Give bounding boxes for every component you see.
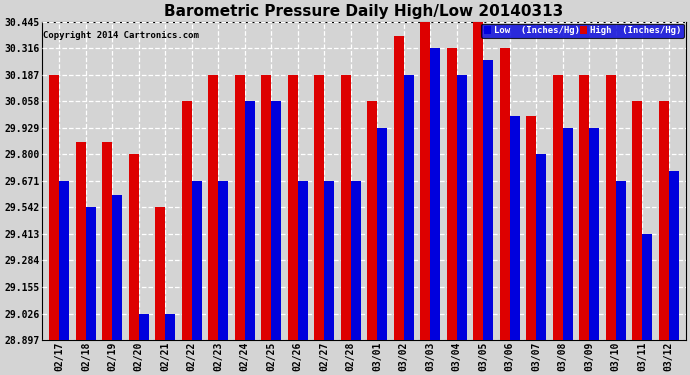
Bar — [155, 207, 166, 340]
Bar — [76, 142, 86, 340]
Bar — [341, 75, 351, 340]
Bar — [218, 181, 228, 340]
Bar — [208, 75, 218, 340]
Bar — [86, 207, 96, 340]
Bar — [553, 75, 562, 340]
Bar — [431, 48, 440, 340]
Bar — [606, 75, 615, 340]
Bar — [500, 48, 510, 340]
Bar — [615, 181, 626, 340]
Bar — [324, 181, 335, 340]
Bar — [632, 101, 642, 340]
Text: Copyright 2014 Cartronics.com: Copyright 2014 Cartronics.com — [43, 31, 199, 40]
Bar — [473, 22, 483, 340]
Legend: Low  (Inches/Hg), High  (Inches/Hg): Low (Inches/Hg), High (Inches/Hg) — [482, 24, 684, 38]
Bar — [377, 128, 387, 340]
Bar — [446, 48, 457, 340]
Bar — [562, 128, 573, 340]
Bar — [245, 101, 255, 340]
Bar — [658, 101, 669, 340]
Bar — [420, 22, 431, 340]
Bar — [235, 75, 245, 340]
Bar — [457, 75, 466, 340]
Bar — [314, 75, 324, 340]
Bar — [102, 142, 112, 340]
Bar — [59, 181, 70, 340]
Bar — [50, 75, 59, 340]
Bar — [166, 314, 175, 340]
Bar — [483, 60, 493, 340]
Bar — [526, 116, 536, 340]
Bar — [288, 75, 298, 340]
Bar — [192, 181, 202, 340]
Bar — [669, 171, 679, 340]
Bar — [642, 234, 652, 340]
Bar — [579, 75, 589, 340]
Bar — [367, 101, 377, 340]
Bar — [129, 154, 139, 340]
Title: Barometric Pressure Daily High/Low 20140313: Barometric Pressure Daily High/Low 20140… — [164, 4, 564, 19]
Bar — [404, 75, 414, 340]
Bar — [510, 116, 520, 340]
Bar — [589, 128, 599, 340]
Bar — [181, 101, 192, 340]
Bar — [298, 181, 308, 340]
Bar — [112, 195, 122, 340]
Bar — [271, 101, 282, 340]
Bar — [536, 154, 546, 340]
Bar — [262, 75, 271, 340]
Bar — [394, 36, 404, 340]
Bar — [139, 314, 149, 340]
Bar — [351, 181, 361, 340]
